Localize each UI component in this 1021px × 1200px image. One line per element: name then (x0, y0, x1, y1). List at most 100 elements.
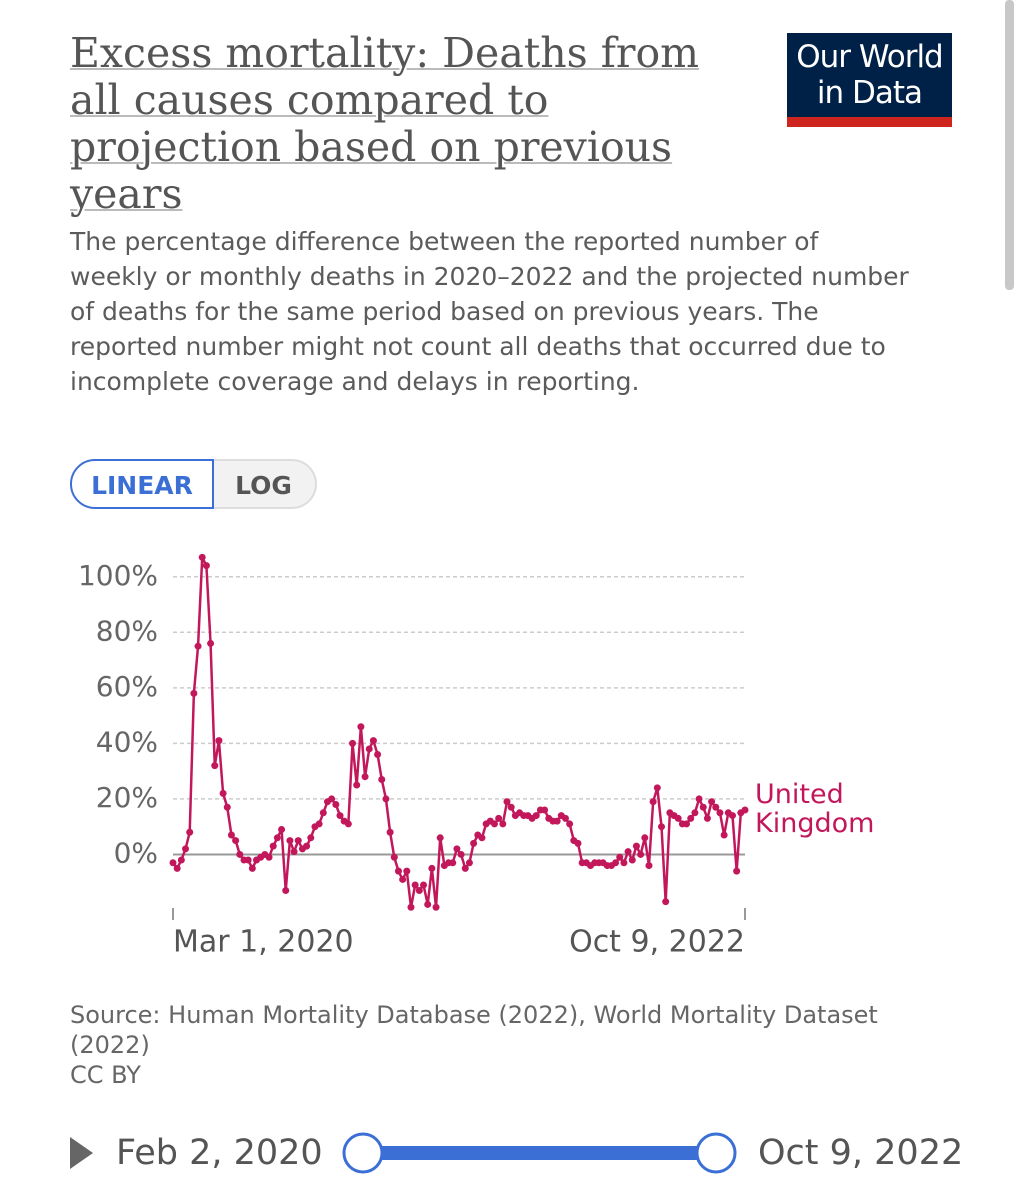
data-point (733, 867, 741, 875)
data-point (716, 809, 724, 817)
data-point (344, 820, 352, 828)
data-point (265, 853, 273, 861)
data-point (641, 834, 649, 842)
data-point (378, 775, 386, 783)
timeline-start: Feb 2, 2020 (116, 1133, 323, 1173)
data-point (303, 842, 311, 850)
data-point (407, 903, 415, 911)
data-point (244, 856, 252, 864)
y-tick-label: 0% (114, 836, 158, 869)
data-point (386, 828, 394, 836)
data-point (720, 831, 728, 839)
data-point (620, 859, 628, 867)
data-point (390, 853, 398, 861)
data-point (424, 900, 432, 908)
data-point (182, 845, 190, 853)
data-point (708, 798, 716, 806)
data-point (294, 837, 302, 845)
data-point (699, 803, 707, 811)
data-point (361, 773, 369, 781)
data-point (278, 825, 286, 833)
license: CC BY (70, 1061, 141, 1089)
data-point (495, 814, 503, 822)
data-point (541, 806, 549, 814)
data-point (728, 812, 736, 820)
data-point (465, 859, 473, 867)
y-tick-label: 60% (96, 670, 158, 703)
data-point (420, 881, 428, 889)
data-point (415, 887, 423, 895)
chart-subtitle: The percentage difference between the re… (70, 227, 909, 396)
data-point (365, 745, 373, 753)
scrollbar[interactable] (1005, 0, 1014, 290)
x-tick-label: Oct 9, 2022 (569, 925, 745, 960)
y-tick-label: 80% (96, 614, 158, 647)
data-point (232, 837, 240, 845)
data-point (566, 820, 574, 828)
data-point (186, 828, 194, 836)
chart-title[interactable]: Excess mortality: Deaths from all causes… (70, 29, 700, 218)
x-tick-label: Mar 1, 2020 (173, 925, 354, 960)
data-point (290, 848, 298, 856)
play-button[interactable] (70, 1137, 93, 1169)
data-point (357, 723, 365, 731)
data-point (374, 750, 382, 758)
data-point (190, 689, 198, 697)
data-point (561, 814, 569, 822)
data-point (637, 850, 645, 858)
data-point (369, 737, 377, 745)
data-point (219, 789, 227, 797)
data-point (307, 834, 315, 842)
data-point (653, 784, 661, 792)
data-point (503, 798, 511, 806)
data-point (632, 842, 640, 850)
data-point (616, 853, 624, 861)
data-point (449, 859, 457, 867)
logo[interactable]: Our World in Data (787, 33, 952, 127)
data-point (499, 820, 507, 828)
data-point (169, 859, 177, 867)
data-point (248, 864, 256, 872)
data-point (628, 856, 636, 864)
data-point (712, 803, 720, 811)
data-point (683, 820, 691, 828)
data-point (173, 864, 181, 872)
linear-button[interactable]: LINEAR (70, 459, 214, 509)
data-point (470, 839, 478, 847)
data-point (328, 795, 336, 803)
timeline-end: Oct 9, 2022 (758, 1133, 964, 1173)
timeline-handle[interactable] (342, 1132, 384, 1174)
data-point (612, 859, 620, 867)
data-point (207, 639, 215, 647)
data-point (273, 834, 281, 842)
y-tick-label: 20% (96, 781, 158, 814)
data-point (336, 812, 344, 820)
data-point (703, 814, 711, 822)
data-point (198, 553, 206, 561)
data-point (657, 823, 665, 831)
data-point (411, 881, 419, 889)
data-point (202, 562, 210, 570)
data-point (282, 887, 290, 895)
data-point (227, 831, 235, 839)
data-point (349, 739, 357, 747)
data-point (507, 803, 515, 811)
data-point (223, 803, 231, 811)
timeline-handle[interactable] (695, 1132, 737, 1174)
data-point (478, 834, 486, 842)
data-point (269, 842, 277, 850)
data-point (490, 820, 498, 828)
data-point (353, 781, 361, 789)
data-point (436, 834, 444, 842)
log-button[interactable]: LOG (212, 459, 317, 509)
data-point (649, 798, 657, 806)
source: Source: Human Mortality Database (2022),… (70, 1001, 878, 1059)
data-point (236, 850, 244, 858)
data-point (645, 862, 653, 870)
data-point (461, 864, 469, 872)
data-point (428, 864, 436, 872)
data-point (687, 814, 695, 822)
data-point (453, 845, 461, 853)
